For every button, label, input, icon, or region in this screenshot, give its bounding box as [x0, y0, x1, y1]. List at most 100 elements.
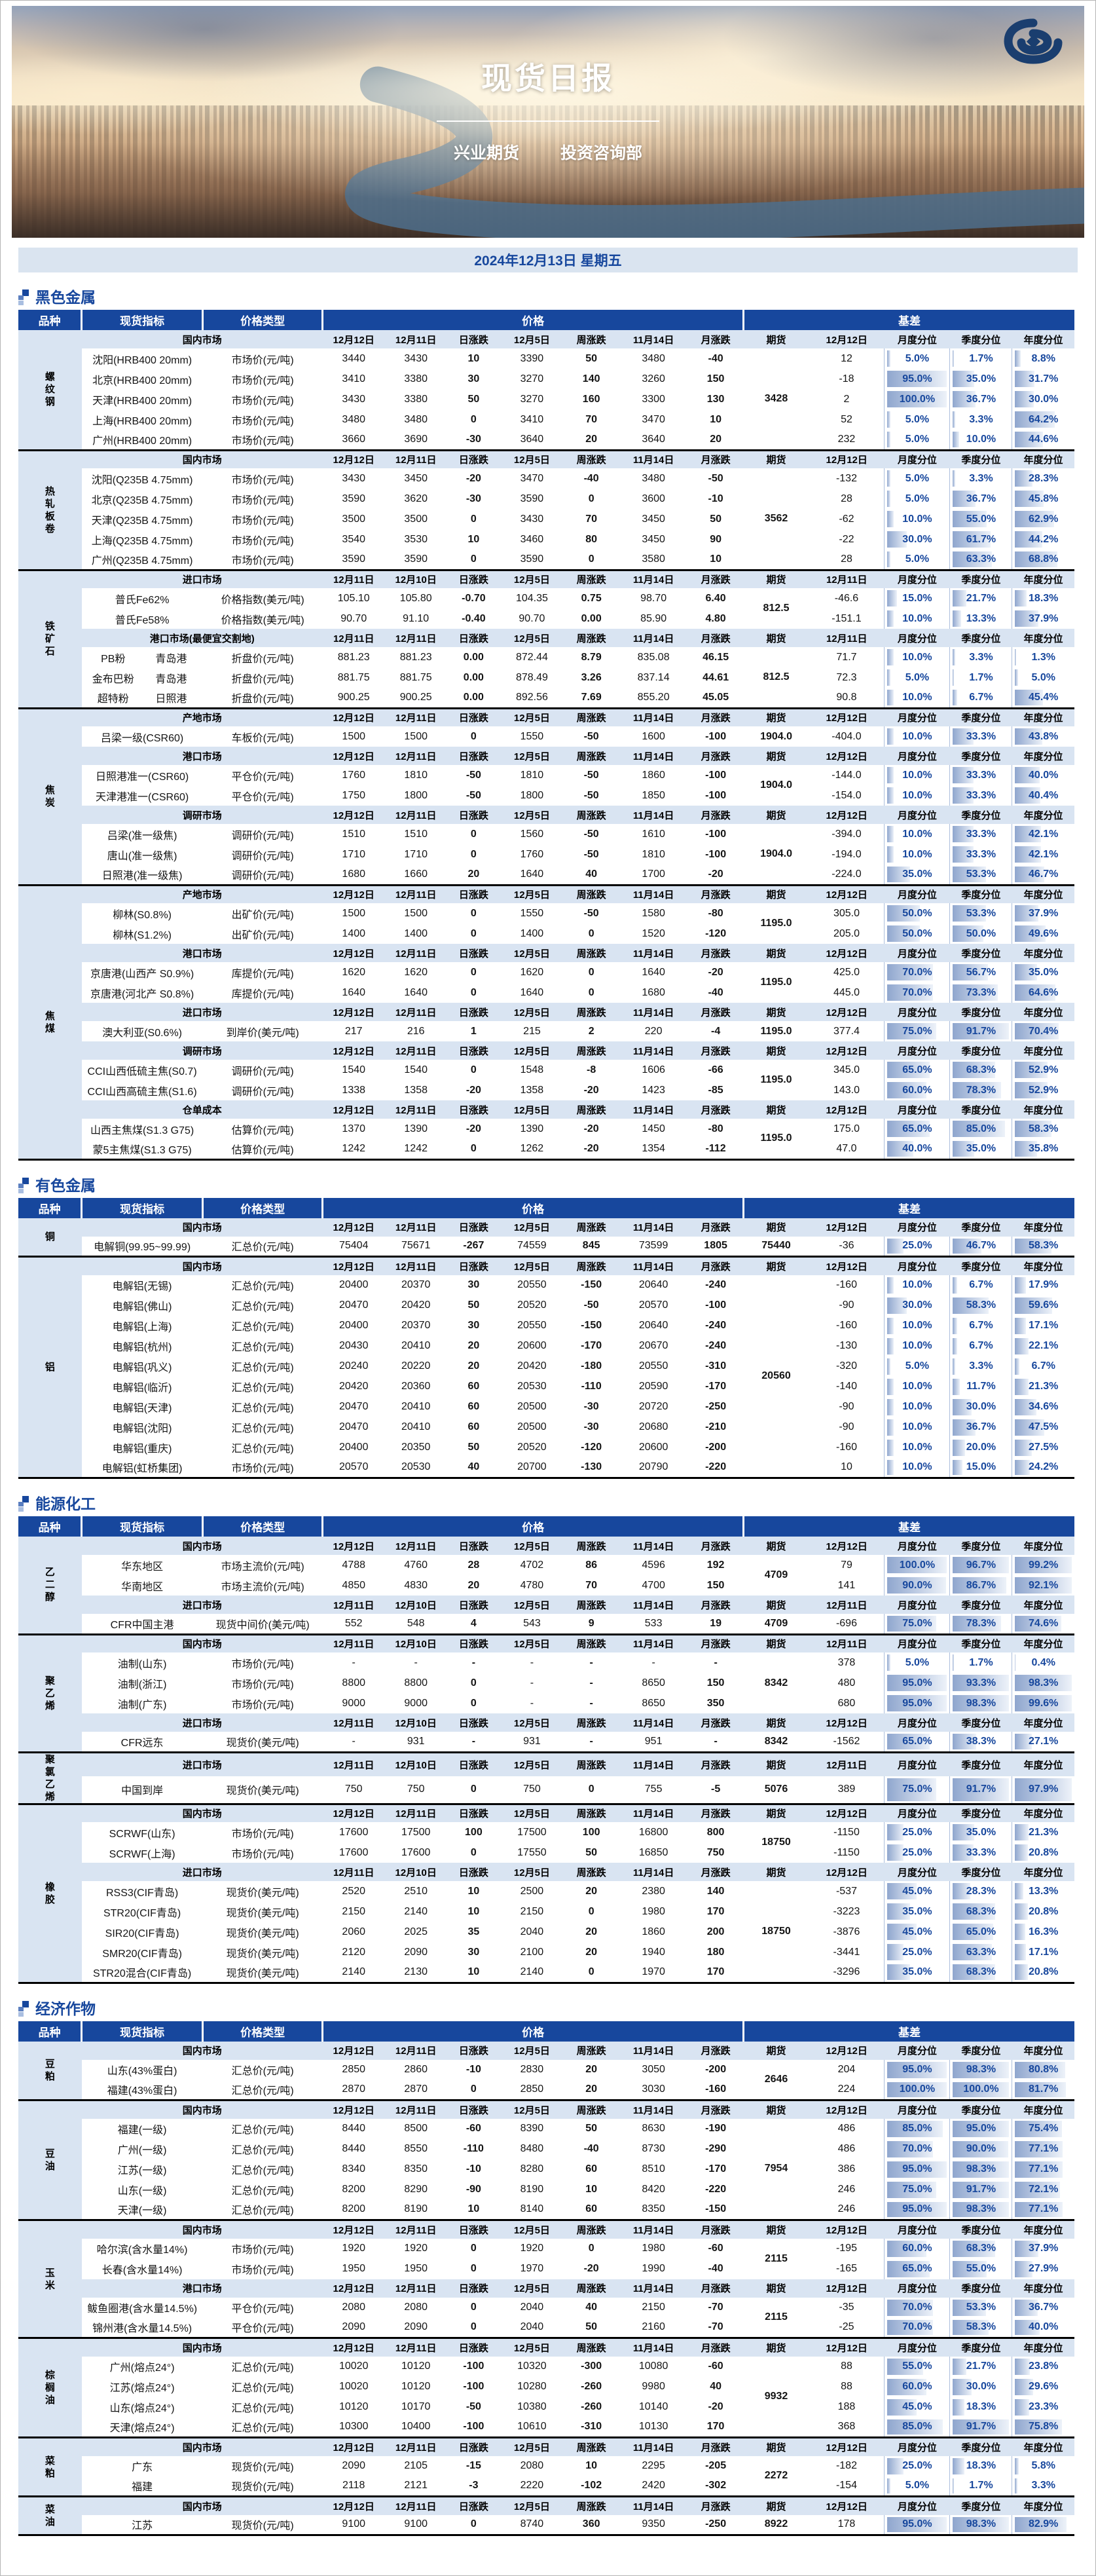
change-cell: 10	[447, 1881, 500, 1901]
change-cell: -50	[688, 468, 744, 489]
price-cell: 8650	[619, 1673, 688, 1693]
column-label: 月涨跌	[688, 2438, 744, 2456]
percentile-value: 21.7%	[966, 2361, 996, 2372]
percentile-cell: 97.9%	[1012, 1776, 1074, 1804]
change-cell: 50	[564, 1842, 619, 1863]
price-type-cell: 汇总价(元/吨)	[203, 1296, 323, 1316]
column-label: 12月11日	[323, 1752, 385, 1776]
column-label: 12月11日	[323, 629, 385, 647]
percentile-value: 27.5%	[1029, 1442, 1058, 1453]
price-cell: 105.80	[385, 588, 447, 608]
percentile-value: 5.0%	[905, 672, 929, 683]
price-cell: 20420	[500, 1356, 564, 1377]
price-cell: -	[500, 1652, 564, 1673]
percentile-cell: 5.0%	[885, 667, 950, 688]
change-cell: -300	[564, 2357, 619, 2377]
percentile-cell: 6.7%	[950, 1316, 1012, 1336]
percentile-value: 73.3%	[966, 987, 996, 998]
market-label: 国内市场	[82, 1257, 323, 1275]
section-title: 能源化工	[18, 1496, 1095, 1512]
column-label: 周涨跌	[564, 330, 619, 348]
column-label: 季度分位	[950, 1041, 1012, 1060]
price-cell: 1660	[385, 865, 447, 885]
column-label: 11月14日	[619, 1041, 688, 1060]
market-label: 国内市场	[82, 2042, 323, 2060]
column-label: 日涨跌	[447, 1863, 500, 1881]
percentile-value: 13.3%	[1029, 1886, 1058, 1897]
column-label: 期货	[744, 570, 809, 588]
percentile-cell: 75.0%	[885, 2180, 950, 2200]
variety-label: 菜粕	[18, 2438, 82, 2497]
percentile-cell: 95.0%	[950, 2119, 1012, 2139]
percentile-bar	[887, 1318, 894, 1334]
basis-cell: -194.0	[809, 844, 885, 865]
section-title-text: 经济作物	[35, 2002, 96, 2017]
percentile-bar	[887, 551, 890, 567]
column-label: 年度分位	[1012, 629, 1074, 647]
column-label: 12月5日	[500, 747, 564, 765]
futures-price-cell: 75440	[744, 1237, 809, 1257]
variety-label: 焦煤	[18, 885, 82, 1159]
section-title-text: 能源化工	[35, 1497, 96, 1512]
basis-cell: -46.6	[809, 588, 885, 608]
column-label: 月涨跌	[688, 944, 744, 962]
percentile-cell: 15.0%	[885, 588, 950, 608]
column-label: 日涨跌	[447, 2100, 500, 2119]
column-label: 12月5日	[500, 2279, 564, 2298]
column-label: 月度分位	[885, 1863, 950, 1881]
percentile-value: 58.3%	[1029, 1123, 1058, 1134]
variety-label: 豆油	[18, 2100, 82, 2220]
percentile-value: 10.0%	[902, 613, 932, 624]
banner-subtitle: 兴业期货 投资咨询部	[319, 140, 777, 164]
price-cell: 20360	[385, 1377, 447, 1397]
change-cell: 20	[564, 430, 619, 450]
percentile-cell: 45.8%	[1012, 489, 1074, 509]
indicator-cell: 电解铝(无锡)	[82, 1275, 203, 1296]
price-type-cell: 市场主流价(元/吨)	[203, 1575, 323, 1596]
basis-cell: 205.0	[809, 924, 885, 944]
price-cell: 16850	[619, 1842, 688, 1863]
percentile-value: 52.9%	[1029, 1085, 1058, 1096]
indicator-cell: 山东(43%蛋白)	[82, 2060, 203, 2080]
column-label: 11月14日	[619, 2438, 688, 2456]
basis-cell: 386	[809, 2159, 885, 2180]
percentile-cell: 77.1%	[1012, 2159, 1074, 2180]
date-banner: 2024年12月13日 星期五	[18, 248, 1078, 272]
price-cell: 20790	[619, 1458, 688, 1478]
price-cell: 3620	[385, 489, 447, 509]
price-cell: 20700	[500, 1458, 564, 1478]
percentile-cell: 11.7%	[950, 1377, 1012, 1397]
percentile-bar	[953, 1379, 960, 1395]
price-cell: 2080	[385, 2298, 447, 2318]
change-cell: -20	[564, 1119, 619, 1139]
indicator-cell: 哈尔滨(含水量14%)	[82, 2239, 203, 2259]
price-cell: 1540	[323, 1060, 385, 1080]
change-cell: 60	[447, 1377, 500, 1397]
percentile-value: 97.9%	[1029, 1783, 1058, 1795]
column-label: 12月5日	[500, 2438, 564, 2456]
column-label: 日涨跌	[447, 708, 500, 726]
percentile-cell: 63.3%	[950, 550, 1012, 570]
price-cell: 1540	[385, 1060, 447, 1080]
indicator-cell: 福建	[82, 2476, 203, 2497]
column-label: 月度分位	[885, 1804, 950, 1822]
column-label: 12月12日	[323, 2497, 385, 2515]
column-label: 月度分位	[885, 885, 950, 903]
column-label: 月涨跌	[688, 2338, 744, 2357]
percentile-cell: 85.0%	[885, 2119, 950, 2139]
percentile-value: 6.7%	[969, 1279, 993, 1290]
price-cell: 2870	[323, 2080, 385, 2100]
percentile-value: 25.0%	[902, 1847, 932, 1858]
change-cell: 70	[564, 409, 619, 430]
price-cell: 3470	[619, 409, 688, 430]
percentile-cell: 56.7%	[950, 962, 1012, 982]
percentile-cell: 27.9%	[1012, 2259, 1074, 2279]
percentile-value: 95.0%	[902, 2203, 932, 2214]
indicator-cell: 天津(一级)	[82, 2200, 203, 2220]
